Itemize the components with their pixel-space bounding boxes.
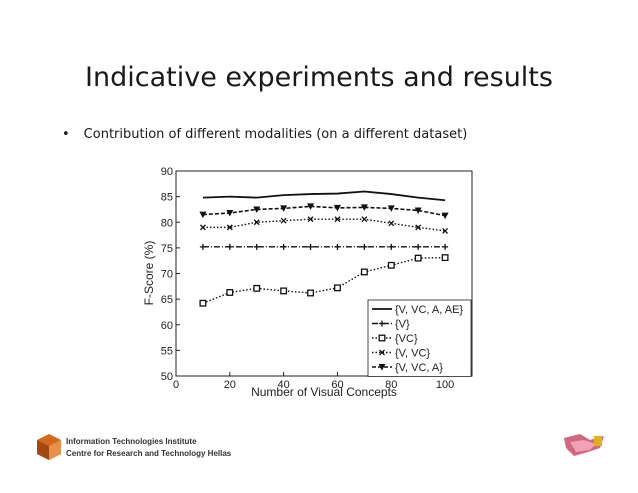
footer-line-2: Centre for Research and Technology Hella…: [66, 449, 232, 458]
legend-marker: [379, 349, 385, 356]
series-line: [202, 205, 446, 217]
legend-label: {V, VC, A}: [395, 362, 443, 374]
data-point: [307, 203, 315, 210]
data-point: [199, 211, 207, 219]
data-point: [361, 216, 368, 223]
data-point: [280, 243, 287, 250]
series-line: [202, 190, 446, 202]
y-axis-label: F-Score (%): [142, 241, 156, 306]
data-point: [361, 243, 368, 250]
data-point: [441, 212, 449, 220]
data-point: [199, 299, 207, 307]
legend-label: {V, VC, A, AE}: [395, 304, 463, 316]
y-tick-label: 70: [161, 269, 173, 281]
data-point: [199, 224, 206, 231]
y-tick-label: 50: [161, 371, 173, 383]
series-line: [202, 256, 446, 304]
data-point: [360, 204, 368, 211]
data-point: [442, 243, 449, 250]
data-point: [360, 268, 368, 276]
bullet-dot-icon: •: [62, 127, 70, 142]
data-point: [253, 206, 261, 213]
series-4: [199, 203, 449, 220]
series-2: [199, 254, 449, 307]
certh-logo-icon: [564, 434, 604, 456]
x-axis-label: Number of Visual Concepts: [251, 385, 397, 399]
y-tick-label: 90: [161, 166, 173, 178]
data-point: [307, 216, 314, 223]
data-point: [414, 207, 422, 214]
series-1: [199, 243, 449, 250]
data-point: [307, 289, 314, 297]
slide-title: Indicative experiments and results: [85, 62, 553, 93]
bullet-item: • Contribution of different modalities (o…: [62, 127, 467, 142]
data-point: [280, 287, 288, 295]
footer-text: Information Technologies Institute Centr…: [66, 436, 231, 460]
line-chart: 50 55 60 65 70 75 80 85 90 0 20 40 60 80 100 Number of…: [142, 166, 473, 399]
legend-marker: [379, 320, 385, 327]
footer-line-1: Information Technologies Institute: [66, 437, 197, 446]
data-point: [387, 261, 395, 269]
x-tick-label: 60: [331, 379, 343, 391]
x-tick-label: 20: [224, 379, 236, 391]
series-line: [202, 218, 446, 232]
data-point: [226, 210, 234, 217]
x-tick-label: 40: [278, 379, 290, 391]
x-tick-label: 100: [436, 379, 454, 391]
data-point: [253, 243, 260, 250]
data-point: [334, 243, 341, 250]
chart-legend: {V, VC, A, AE} {V} {VC} {V, VC} {V, VC, A}: [367, 299, 472, 377]
y-tick-label: 60: [161, 320, 173, 332]
data-point: [414, 254, 422, 262]
data-point: [307, 243, 314, 250]
legend-label: {V}: [395, 319, 410, 331]
y-tick-label: 75: [161, 243, 173, 255]
data-point: [253, 219, 260, 226]
data-point: [415, 243, 422, 250]
legend-marker: [378, 364, 386, 371]
y-tick-label: 85: [161, 192, 173, 204]
x-tick-label: 80: [385, 379, 397, 391]
iti-logo-icon: [37, 434, 61, 460]
data-point: [333, 204, 341, 212]
y-tick-label: 65: [161, 294, 173, 306]
legend-label: {VC}: [395, 333, 418, 345]
data-point: [226, 224, 233, 231]
legend-label: {V, VC}: [395, 348, 430, 360]
y-tick-label: 55: [161, 345, 173, 357]
series-0: [202, 190, 446, 202]
data-point: [388, 243, 395, 250]
data-point: [387, 205, 395, 212]
data-point: [442, 228, 449, 234]
data-point: [334, 284, 341, 292]
series-3: [199, 216, 449, 234]
data-point: [388, 220, 395, 227]
data-point: [334, 216, 341, 223]
y-tick-label: 80: [161, 217, 173, 229]
bullet-text: Contribution of different modalities (on…: [83, 127, 468, 142]
data-point: [415, 224, 422, 231]
data-point: [226, 289, 234, 296]
data-point: [253, 284, 261, 292]
data-point: [441, 254, 449, 262]
legend-marker: [378, 334, 386, 342]
data-point: [199, 243, 206, 250]
data-point: [280, 217, 287, 224]
data-point: [280, 205, 288, 212]
x-tick-label: 0: [173, 379, 179, 391]
data-point: [226, 243, 233, 250]
